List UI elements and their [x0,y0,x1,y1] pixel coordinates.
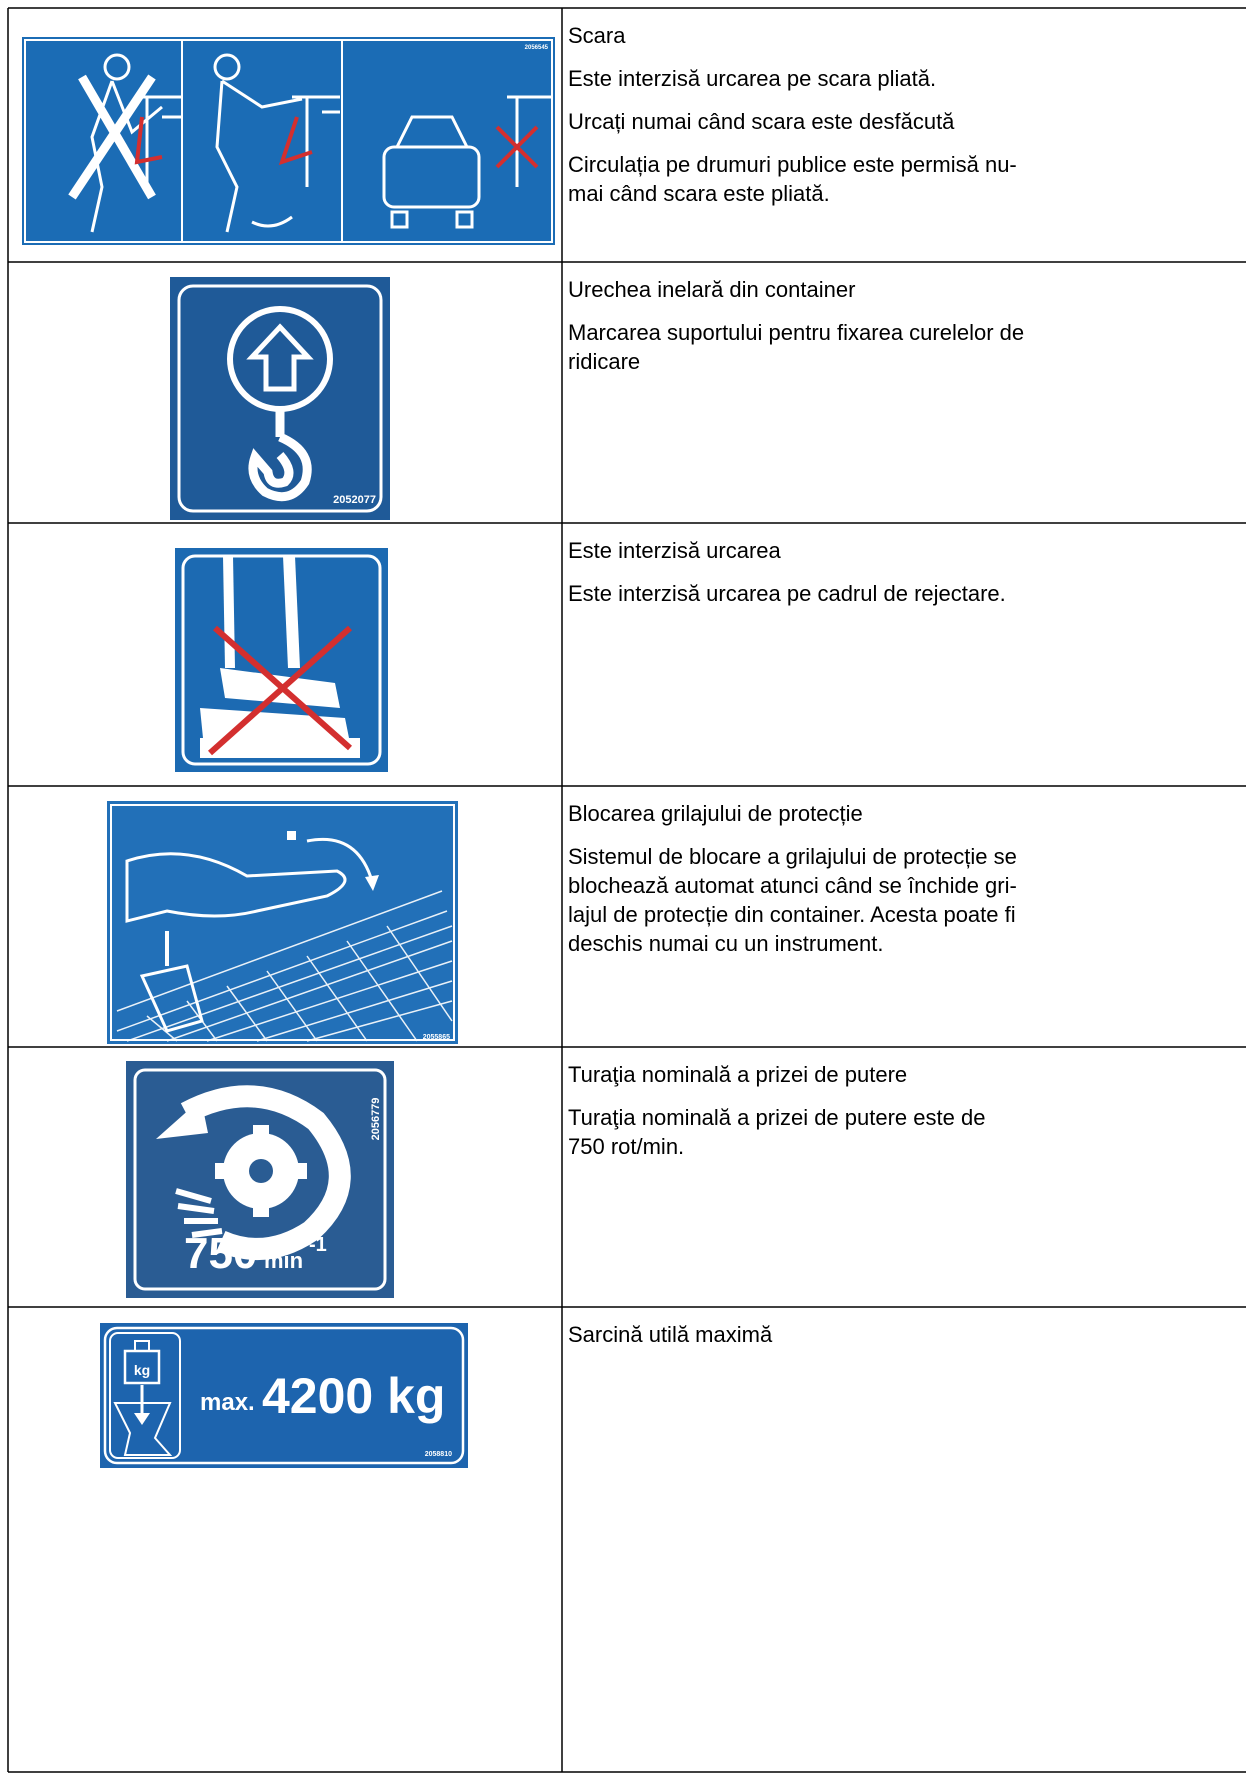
description-cell: Turaţia nominală a prizei de putere Turaţ… [568,1060,985,1161]
row-title: Turaţia nominală a prizei de putere [568,1062,908,1087]
description-cell: Este interzisă urcarea Este interzisă urc… [568,536,1006,608]
description-cell: Scara Este interzisă urcarea pe scara pli… [568,21,1017,208]
paragraph: Este interzisă urcarea pe cadrul de reje… [568,579,1006,608]
grid-lock-sign: 2055865 [107,801,458,1044]
sign-code: 2058810 [425,1451,452,1458]
description-cell: Urechea inelară din container Marcarea su… [568,275,1024,376]
row-title: Este interzisă urcarea [568,538,781,563]
text-line: blochează automat atunci când se închide… [568,873,1017,898]
ladder-sign: 2056545 [22,37,555,245]
row-title: Urechea inelară din container [568,277,856,302]
text-line: Turaţia nominală a prizei de putere este… [568,1105,986,1130]
text-line: mai când scara este pliată. [568,181,830,206]
no-climbing-sign [175,548,388,772]
text-line: Urcați numai când scara este desfăcută [568,109,955,134]
pto-speed-sign: 750 min -1 2056779 [126,1061,394,1298]
text-line: Este interzisă urcarea pe cadrul de reje… [568,581,1006,606]
text-line: 750 rot/min. [568,1134,685,1159]
text-line: lajul de protecție din container. Acesta… [568,902,1016,927]
paragraph: Marcarea suportului pentru fixarea curel… [568,318,1024,376]
paragraph: Circulația pe drumuri publice este permi… [568,150,1017,208]
text-line: deschis numai cu un instrument. [568,931,884,956]
sign-code: 2056779 [370,1098,382,1141]
speed-exponent: -1 [309,1234,327,1256]
text-line: ridicare [568,349,641,374]
text-line: Sistemul de blocare a grilajului de prot… [568,844,1017,869]
paragraph: Urcați numai când scara este desfăcută [568,107,1017,136]
max-load-sign: kg max. 4200 kg 2058810 [100,1323,468,1468]
sign-code: 2055865 [423,1034,450,1041]
paragraph: Este interzisă urcarea pe scara pliată. [568,64,1017,93]
speed-value: 750 [184,1229,257,1278]
description-cell: Sarcină utilă maximă [568,1320,772,1349]
paragraph: Turaţia nominală a prizei de putere este… [568,1103,985,1161]
row-title: Scara [568,23,626,48]
speed-unit: min [264,1248,303,1273]
text-line: Circulația pe drumuri publice este permi… [568,152,1017,177]
row-title: Sarcină utilă maximă [568,1322,773,1347]
sign-code: 2052077 [333,494,376,506]
paragraph: Sistemul de blocare a grilajului de prot… [568,842,1017,958]
row-title: Blocarea grilajului de protecție [568,801,863,826]
load-prefix: max. [200,1389,255,1416]
text-line: Este interzisă urcarea pe scara pliată. [568,66,937,91]
description-cell: Blocarea grilajului de protecție Sistemul… [568,799,1017,958]
load-value: 4200 kg [262,1368,445,1424]
weight-label: kg [134,1362,150,1378]
lifting-eye-sign: 2052077 [170,277,390,520]
text-line: Marcarea suportului pentru fixarea curel… [568,320,1025,345]
sign-code: 2056545 [525,45,549,51]
